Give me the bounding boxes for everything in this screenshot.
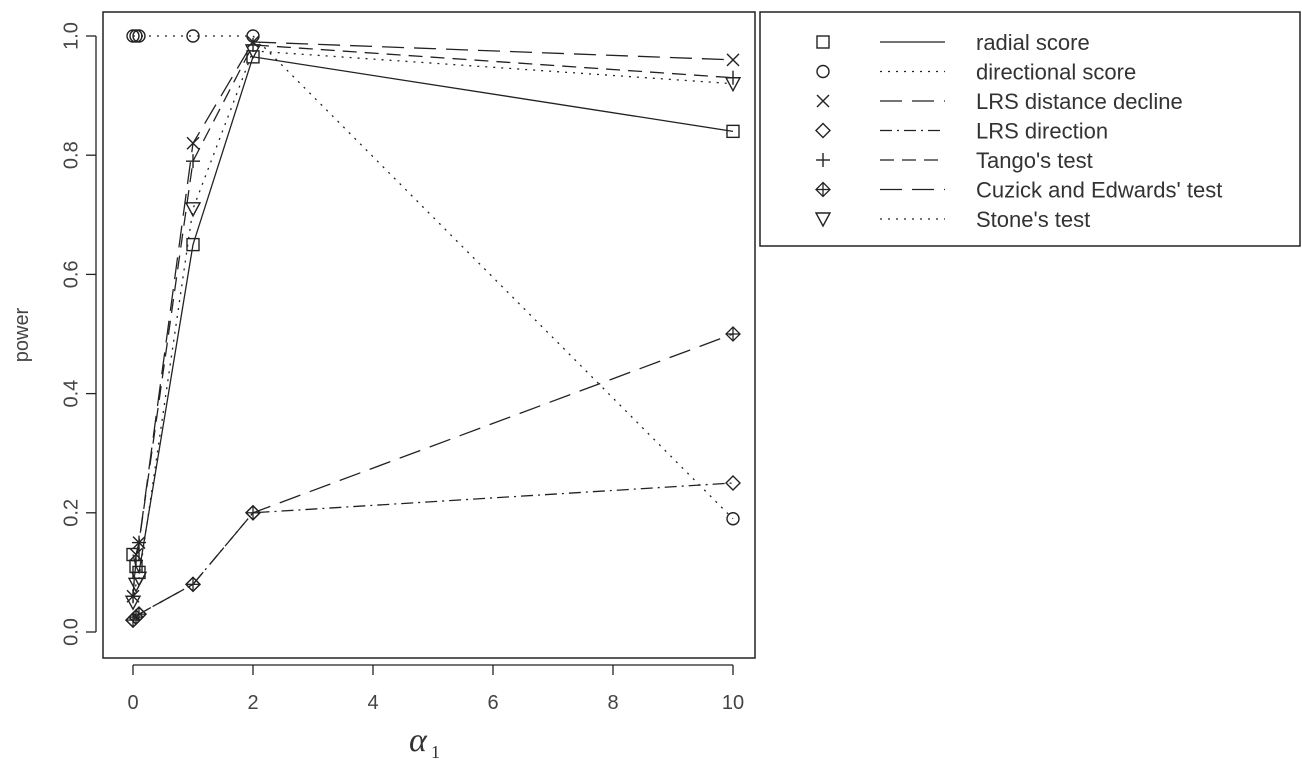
data-point: [186, 237, 200, 252]
legend-item: directional score: [816, 60, 1136, 85]
y-tick-label: 1.0: [60, 22, 82, 50]
x-tick-label: 10: [722, 692, 744, 714]
data-point: [126, 29, 140, 43]
legend-marker: [816, 35, 830, 49]
y-tick-label: 0.8: [60, 141, 82, 169]
legend-item: LRS direction: [815, 119, 1108, 144]
y-tick-label: 0.4: [60, 380, 82, 408]
data-point: [131, 606, 147, 623]
y-axis-label: power: [11, 307, 33, 362]
legend-marker: [814, 212, 832, 228]
legend-item: Tango's test: [816, 148, 1093, 173]
legend-label: radial score: [976, 30, 1090, 55]
series-line: [132, 482, 734, 621]
series-line: [132, 44, 734, 597]
legend-item: LRS distance decline: [816, 89, 1183, 114]
data-point: [129, 29, 143, 43]
series-line: [132, 56, 734, 575]
data-point: [132, 535, 146, 550]
data-point: [726, 124, 740, 139]
data-point: [726, 53, 740, 67]
series-layer: [124, 29, 742, 629]
series-lrs-distance-decline: [126, 35, 740, 603]
legend-label: LRS direction: [976, 119, 1108, 144]
series-line: [132, 50, 734, 603]
data-point: [129, 553, 143, 568]
series-tango-s-test: [126, 37, 740, 604]
data-point: [184, 202, 202, 218]
x-tick-label: 2: [247, 692, 258, 714]
legend-label: directional score: [976, 60, 1136, 85]
data-point: [726, 512, 740, 526]
x-tick-label: 6: [487, 692, 498, 714]
x-tick-label: 8: [607, 692, 618, 714]
data-point: [185, 576, 201, 593]
series-stone-s-test: [124, 44, 742, 611]
y-tick-label: 0.0: [60, 618, 82, 646]
legend-item: radial score: [816, 30, 1090, 55]
legend-item: Stone's test: [814, 207, 1090, 232]
data-point: [724, 76, 742, 93]
legend-box: [759, 11, 1301, 247]
data-point: [725, 326, 741, 342]
x-axis-label: α: [409, 722, 428, 759]
x-tick-label: 0: [127, 692, 138, 714]
legend-label: Tango's test: [976, 148, 1093, 173]
y-tick-label: 0.2: [60, 499, 82, 527]
legend-marker: [816, 64, 830, 79]
data-point: [244, 44, 262, 60]
data-point: [124, 595, 142, 611]
data-point: [128, 609, 144, 626]
legend-label: Cuzick and Edwards' test: [976, 178, 1222, 203]
data-point: [130, 571, 148, 587]
legend: radial score directional score LRS distanc…: [759, 11, 1301, 247]
series-lrs-direction: [125, 475, 741, 629]
x-axis-label-subscript: 1: [431, 742, 440, 759]
y-tick-label: 0.6: [60, 260, 82, 288]
series-directional-score: [126, 29, 740, 526]
data-point: [132, 29, 146, 43]
legend-item: Cuzick and Edwards' test: [815, 178, 1222, 203]
series-cuzick-and-edwards-test: [125, 326, 741, 628]
axes: 0 2 4 6 8 10 0.0 0.2 0.4 0.6 0.8 1.0: [60, 22, 744, 714]
plot-border: [102, 11, 756, 659]
legend-marker: [816, 153, 830, 167]
legend-marker: [816, 94, 830, 108]
plot-frame: [102, 11, 756, 659]
legend-label: Stone's test: [976, 207, 1090, 232]
data-point: [245, 504, 261, 521]
series-line: [132, 333, 734, 621]
legend-marker: [815, 181, 831, 198]
series-radial-score: [126, 50, 740, 580]
series-line: [133, 35, 734, 520]
legend-label: LRS distance decline: [976, 89, 1183, 114]
legend-marker: [815, 122, 831, 139]
data-point: [186, 29, 200, 43]
series-line: [132, 41, 734, 597]
x-tick-label: 4: [367, 692, 378, 714]
data-point: [186, 154, 200, 169]
data-point: [186, 136, 200, 150]
data-point: [725, 475, 741, 491]
